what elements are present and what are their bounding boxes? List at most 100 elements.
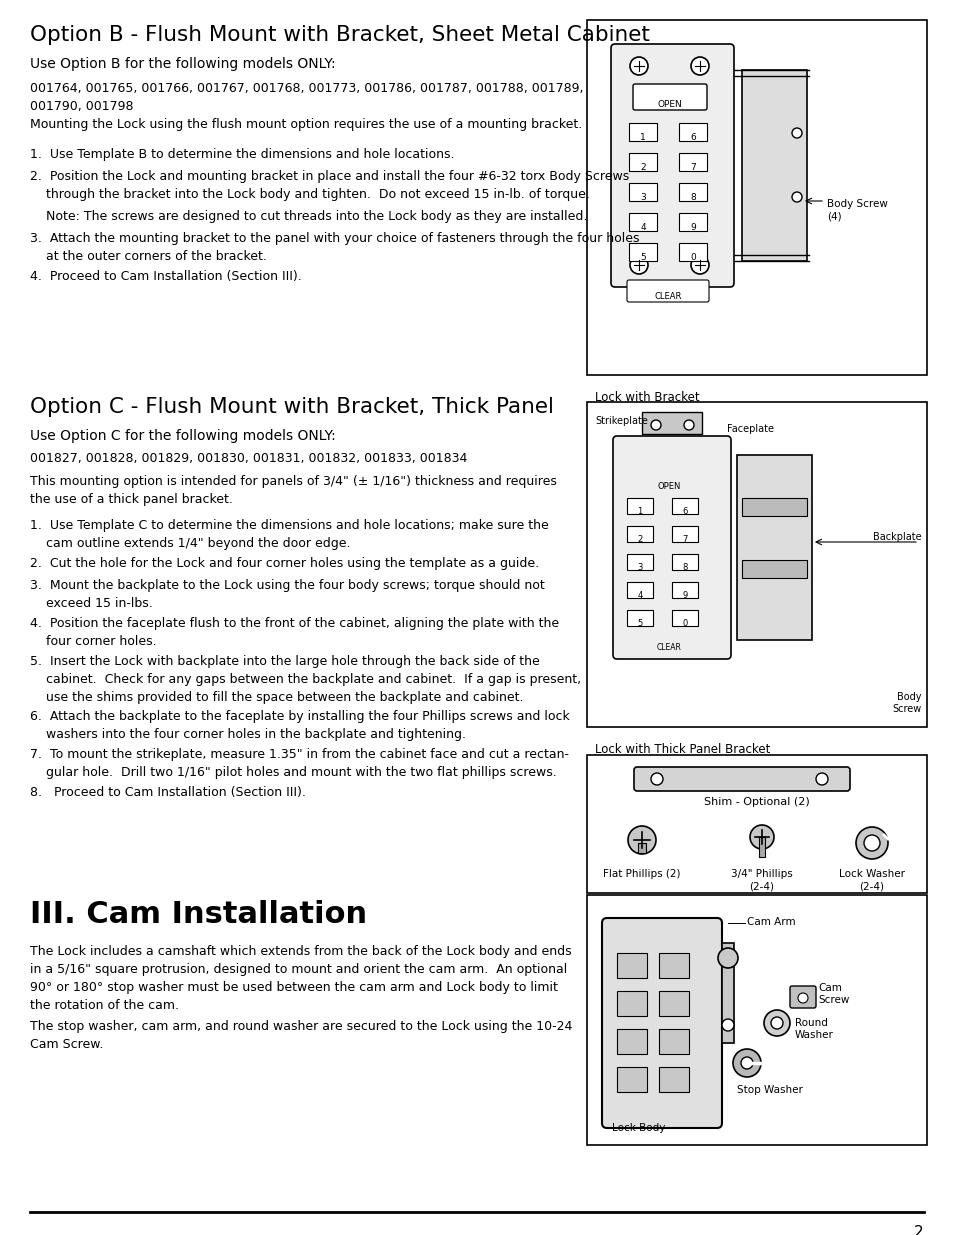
Text: Body
Screw: Body Screw — [892, 692, 921, 714]
Circle shape — [863, 835, 879, 851]
Text: OPEN: OPEN — [657, 482, 680, 492]
Bar — [721, 944, 733, 1044]
Text: Use Option B for the following models ONLY:: Use Option B for the following models ON… — [30, 57, 335, 70]
Bar — [628, 124, 657, 141]
Text: 001827, 001828, 001829, 001830, 001831, 001832, 001833, 001834: 001827, 001828, 001829, 001830, 001831, … — [30, 452, 467, 466]
Text: Lock with Bracket: Lock with Bracket — [595, 391, 699, 404]
Text: Mounting the Lock using the flush mount option requires the use of a mounting br: Mounting the Lock using the flush mount … — [30, 119, 581, 131]
Bar — [741, 70, 806, 261]
Circle shape — [683, 420, 693, 430]
Text: 9: 9 — [689, 224, 695, 232]
Text: Note: The screws are designed to cut threads into the Lock body as they are inst: Note: The screws are designed to cut thr… — [30, 210, 587, 224]
Text: Strikeplate: Strikeplate — [595, 416, 647, 426]
Bar — [628, 212, 657, 231]
Text: 8: 8 — [681, 563, 687, 572]
Text: 9: 9 — [681, 592, 687, 600]
Circle shape — [650, 420, 660, 430]
Bar — [628, 183, 657, 201]
Text: Option C - Flush Mount with Bracket, Thick Panel: Option C - Flush Mount with Bracket, Thi… — [30, 396, 554, 417]
Circle shape — [650, 773, 662, 785]
Bar — [626, 610, 652, 626]
Circle shape — [721, 1019, 733, 1031]
Text: 5.  Insert the Lock with backplate into the large hole through the back side of : 5. Insert the Lock with backplate into t… — [30, 655, 580, 704]
Text: 7: 7 — [681, 535, 687, 543]
Text: 6.  Attach the backplate to the faceplate by installing the four Phillips screws: 6. Attach the backplate to the faceplate… — [30, 710, 569, 741]
Text: Faceplate: Faceplate — [726, 424, 773, 433]
Text: 2: 2 — [639, 163, 645, 172]
FancyBboxPatch shape — [613, 436, 730, 659]
Bar — [671, 582, 698, 598]
Text: 2.  Cut the hole for the Lock and four corner holes using the template as a guid: 2. Cut the hole for the Lock and four co… — [30, 557, 538, 571]
Bar — [628, 153, 657, 170]
Bar — [737, 454, 811, 640]
Bar — [679, 183, 706, 201]
Bar — [741, 498, 806, 516]
Text: Shim - Optional (2): Shim - Optional (2) — [703, 797, 809, 806]
Circle shape — [629, 57, 647, 75]
Text: 0: 0 — [689, 253, 695, 262]
Bar — [671, 555, 698, 571]
Bar — [759, 837, 764, 857]
Bar — [628, 243, 657, 261]
Bar — [671, 610, 698, 626]
Bar — [679, 243, 706, 261]
Circle shape — [627, 826, 656, 853]
Bar — [679, 124, 706, 141]
Text: Lock with Thick Panel Bracket: Lock with Thick Panel Bracket — [595, 743, 770, 756]
Bar — [617, 953, 646, 978]
Bar — [679, 153, 706, 170]
FancyBboxPatch shape — [789, 986, 815, 1008]
Text: 1: 1 — [639, 133, 645, 142]
Circle shape — [629, 256, 647, 274]
Text: 6: 6 — [681, 508, 687, 516]
Text: Flat Phillips (2): Flat Phillips (2) — [602, 869, 680, 879]
Bar — [659, 953, 688, 978]
Circle shape — [732, 1049, 760, 1077]
Bar — [626, 555, 652, 571]
Bar — [586, 755, 926, 893]
Text: 1.  Use Template B to determine the dimensions and hole locations.: 1. Use Template B to determine the dimen… — [30, 148, 454, 161]
Text: 001764, 001765, 001766, 001767, 001768, 001773, 001786, 001787, 001788, 001789,
: 001764, 001765, 001766, 001767, 001768, … — [30, 82, 583, 112]
Text: The Lock includes a camshaft which extends from the back of the Lock body and en: The Lock includes a camshaft which exten… — [30, 945, 571, 1011]
Text: 3.  Attach the mounting bracket to the panel with your choice of fasteners throu: 3. Attach the mounting bracket to the pa… — [30, 232, 639, 263]
Text: 2.  Position the Lock and mounting bracket in place and install the four #6-32 t: 2. Position the Lock and mounting bracke… — [30, 170, 629, 201]
Text: 8.   Proceed to Cam Installation (Section III).: 8. Proceed to Cam Installation (Section … — [30, 785, 306, 799]
FancyBboxPatch shape — [601, 918, 721, 1128]
Bar — [586, 20, 926, 375]
Text: Stop Washer: Stop Washer — [737, 1086, 802, 1095]
Text: 3: 3 — [637, 563, 642, 572]
Bar — [659, 990, 688, 1016]
Circle shape — [718, 948, 738, 968]
Text: 1.  Use Template C to determine the dimensions and hole locations; make sure the: 1. Use Template C to determine the dimen… — [30, 519, 548, 550]
Text: 3/4" Phillips
(2-4): 3/4" Phillips (2-4) — [730, 869, 792, 892]
Bar — [586, 403, 926, 727]
Circle shape — [815, 773, 827, 785]
Text: 7: 7 — [689, 163, 695, 172]
Text: 2: 2 — [637, 535, 642, 543]
Bar — [586, 895, 926, 1145]
Bar — [626, 582, 652, 598]
Bar — [671, 498, 698, 514]
Circle shape — [763, 1010, 789, 1036]
Bar — [671, 526, 698, 542]
Bar — [659, 1029, 688, 1053]
Text: 4.  Position the faceplate flush to the front of the cabinet, aligning the plate: 4. Position the faceplate flush to the f… — [30, 618, 558, 648]
Bar — [626, 498, 652, 514]
FancyBboxPatch shape — [610, 44, 733, 287]
Bar — [641, 412, 701, 433]
Circle shape — [690, 256, 708, 274]
Circle shape — [791, 128, 801, 138]
Circle shape — [797, 993, 807, 1003]
FancyBboxPatch shape — [634, 767, 849, 790]
FancyBboxPatch shape — [626, 280, 708, 303]
Text: 0: 0 — [681, 619, 687, 629]
Bar — [617, 990, 646, 1016]
Circle shape — [690, 57, 708, 75]
Text: Cam
Screw: Cam Screw — [817, 983, 848, 1005]
Text: CLEAR: CLEAR — [656, 643, 680, 652]
FancyBboxPatch shape — [633, 84, 706, 110]
Text: 4.  Proceed to Cam Installation (Section III).: 4. Proceed to Cam Installation (Section … — [30, 270, 301, 283]
Text: 8: 8 — [689, 193, 695, 203]
Text: 4: 4 — [639, 224, 645, 232]
Text: Backplate: Backplate — [872, 532, 921, 542]
